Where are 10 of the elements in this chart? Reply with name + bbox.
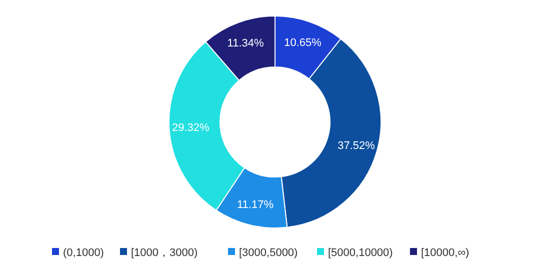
legend-label: [1000，3000) [131,246,198,259]
data-label: 10.65% [284,37,322,50]
legend-label: [5000,10000) [328,246,393,259]
legend-label: [10000,∞) [421,246,470,259]
data-label: 37.52% [338,140,376,152]
data-label: 29.32% [172,122,210,134]
data-label: 11.34% [227,38,264,50]
data-label: 11.17% [237,199,274,212]
legend-label: (0,1000) [63,246,104,259]
legend-label: [3000,5000) [239,246,298,259]
